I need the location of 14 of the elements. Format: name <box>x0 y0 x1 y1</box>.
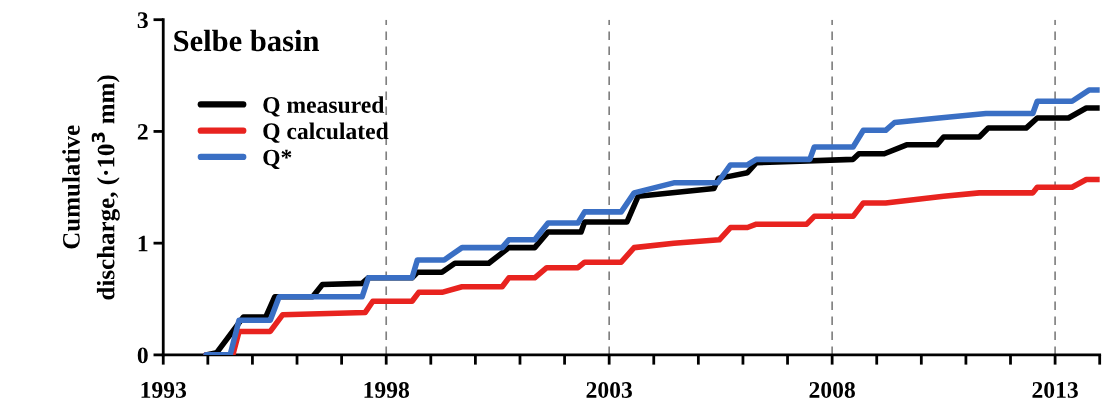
y-tick-label: 1 <box>138 235 148 252</box>
x-tick-label: 1998 <box>364 381 410 398</box>
y-tick-label: 3 <box>137 12 148 29</box>
x-tick-label: 2008 <box>809 381 855 398</box>
x-tick-label: 1993 <box>141 382 187 398</box>
y-tick-label: 0 <box>137 347 148 364</box>
x-tick-label: 2013 <box>1032 381 1078 398</box>
y-tick-label: 2 <box>137 123 148 140</box>
legend-label: Q* <box>263 149 292 170</box>
y-axis-title: Cumulative discharge, (·10$^{3}$ mm) <box>62 75 120 300</box>
chart-title: Selbe basin <box>174 29 320 52</box>
legend-label: Q measured <box>263 96 385 117</box>
x-tick-label: 2003 <box>586 381 632 398</box>
legend-label: Q calculated <box>263 122 389 143</box>
